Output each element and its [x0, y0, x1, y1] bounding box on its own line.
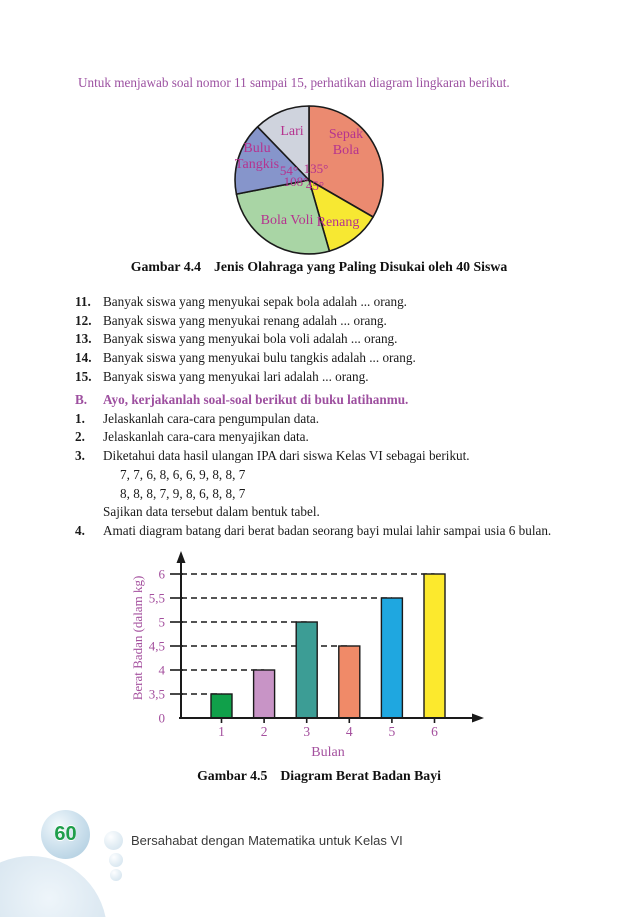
exercise-number: 4.	[75, 522, 85, 538]
questions-11-15: 11. Banyak siswa yang menyukai sepak bola…	[75, 293, 620, 387]
x-tick-label: 5	[389, 724, 396, 739]
section-b-label: B.	[75, 392, 88, 407]
y-tick-label: 4	[159, 663, 166, 678]
pie-label-bulu-tangkis: Bulu	[243, 141, 270, 156]
question-text: Banyak siswa yang menyukai bulu tangkis …	[103, 350, 416, 366]
pie-slice-bulu-tangkis	[234, 126, 310, 195]
y-tick-label: 5,5	[149, 591, 165, 606]
bubble-icon	[104, 831, 123, 850]
question-number: 14.	[75, 350, 92, 366]
pie-label-renang: Renang	[317, 215, 360, 230]
bubble-icon	[110, 869, 122, 881]
exercise-text: Jelaskanlah cara-cara pengumpulan data.	[103, 410, 320, 426]
exercise-row: 2. Jelaskanlah cara-cara menyajikan data.	[75, 428, 620, 447]
y-tick-label: 6	[159, 567, 166, 582]
question-text: Banyak siswa yang menyukai lari adalah .…	[103, 368, 369, 384]
figure-4-4-caption: Gambar 4.4 Jenis Olahraga yang Paling Dis…	[0, 259, 638, 275]
bar-bulan-6	[423, 573, 446, 719]
question-row: 11. Banyak siswa yang menyukai sepak bola…	[75, 293, 620, 312]
exercise-number: 2.	[75, 429, 85, 445]
question-row: 13. Banyak siswa yang menyukai bola voli …	[75, 330, 620, 349]
question-number: 12.	[75, 312, 92, 328]
pie-label-bola-voli: Bola Voli	[261, 213, 314, 228]
figure-4-5-caption: Gambar 4.5 Diagram Berat Badan Bayi	[0, 768, 638, 784]
exercise-number	[75, 466, 103, 485]
y-tick-label: 3,5	[149, 687, 165, 702]
x-tick-label: 6	[431, 724, 438, 739]
question-number: 15.	[75, 368, 92, 384]
x-axis-arrow	[472, 713, 484, 723]
pie-slice-sepak-bola	[308, 105, 384, 218]
exercise-text: Diketahui data hasil ulangan IPA dari si…	[103, 448, 470, 464]
section-b: B. Ayo, kerjakanlah soal-soal berikut di …	[75, 391, 620, 541]
x-tick-label: 3	[303, 724, 310, 739]
exercise-text: Jelaskanlah cara-cara menyajikan data.	[103, 429, 309, 445]
question-row: 15. Banyak siswa yang menyukai lari adala…	[75, 368, 620, 387]
x-axis-title: Bulan	[311, 745, 344, 760]
pie-slice-lari	[256, 105, 310, 181]
page-number: 60	[54, 823, 77, 845]
intro-text: Untuk menjawab soal nomor 11 sampai 15, …	[78, 75, 510, 90]
exercise-row: 3. Diketahui data hasil ulangan IPA dari …	[75, 447, 620, 466]
figure-4-5-label: Gambar 4.5	[197, 768, 268, 783]
data-values-row: 7, 7, 6, 8, 6, 6, 9, 8, 8, 7	[75, 466, 620, 485]
figure-4-4-label: Gambar 4.4	[130, 259, 201, 274]
exercise-text: Amati diagram batang dari berat badan se…	[103, 522, 552, 538]
section-b-heading: B. Ayo, kerjakanlah soal-soal berikut di …	[75, 391, 620, 410]
pie-slice-bola-voli	[235, 179, 331, 255]
y-tick-label: 5	[159, 615, 166, 630]
x-tick-label: 4	[346, 724, 353, 739]
pie-angle-label-renang: 45°	[306, 178, 324, 193]
data-values-text: 8, 8, 8, 7, 9, 8, 6, 8, 8, 7	[120, 485, 246, 501]
y-tick-label: 4,5	[149, 639, 165, 654]
bar-bulan-5	[380, 597, 404, 719]
footer-bubble-decoration	[0, 856, 107, 917]
bubble-icon	[109, 853, 123, 867]
question-number: 13.	[75, 331, 92, 347]
x-tick-label: 2	[261, 724, 268, 739]
figure-4-4-title: Jenis Olahraga yang Paling Disukai oleh …	[214, 259, 508, 274]
exercise-number	[75, 485, 103, 504]
pie-label-sepak-bola: Sepak	[329, 127, 363, 142]
exercise-row: 4. Amati diagram batang dari berat badan …	[75, 522, 620, 541]
question-row: 14. Banyak siswa yang menyukai bulu tangk…	[75, 349, 620, 368]
bar-bulan-2	[252, 669, 276, 719]
bar-chart: 0 3,5 4 4,5 5 5,5 6 1 2 3 4 5 6 Bulan Berat Badan (dal…	[130, 551, 484, 760]
question-text: Banyak siswa yang menyukai sepak bola ad…	[103, 294, 407, 309]
x-tick-label: 1	[218, 724, 225, 739]
question-row: 12. Banyak siswa yang menyukai renang ada…	[75, 312, 620, 331]
pie-angle-label-sepak-bola: 135°	[304, 161, 329, 176]
pie-label-bulu-tangkis: Tangkis	[235, 157, 279, 172]
page-number-circle	[41, 810, 90, 859]
data-values-row: 8, 8, 8, 7, 9, 8, 6, 8, 8, 7	[75, 485, 620, 504]
exercise-number: 1.	[75, 410, 85, 426]
y-tick-label: 0	[159, 711, 166, 726]
question-number: 11.	[75, 294, 91, 309]
exercise-row: 1. Jelaskanlah cara-cara pengumpulan data…	[75, 410, 620, 429]
bar-bulan-4	[338, 645, 361, 719]
figure-4-5-title: Diagram Berat Badan Bayi	[280, 768, 441, 783]
pie-label-sepak-bola: Bola	[333, 143, 360, 158]
pie-angle-label-bola-voli: 108°	[284, 174, 309, 189]
exercise-post-text: Sajikan data tersebut dalam bentuk tabel…	[103, 504, 320, 520]
question-text: Banyak siswa yang menyukai renang adalah…	[103, 312, 387, 328]
y-axis-title: Berat Badan (dalam kg)	[130, 576, 145, 701]
exercise-post-row: Sajikan data tersebut dalam bentuk tabel…	[75, 503, 620, 522]
exercise-number: 3.	[75, 448, 85, 464]
footer-book-title: Bersahabat dengan Matematika untuk Kelas…	[131, 833, 403, 848]
exercise-number	[75, 503, 103, 522]
pie-angle-label-bulu-tangkis: 54°	[280, 163, 298, 178]
bar-bulan-3	[295, 621, 318, 719]
y-axis-arrow	[176, 551, 186, 563]
bar-bulan-1	[210, 693, 233, 719]
pie-label-lari: Lari	[280, 124, 303, 139]
question-text: Banyak siswa yang menyukai bola voli ada…	[103, 331, 398, 347]
data-values-text: 7, 7, 6, 8, 6, 6, 9, 8, 8, 7	[120, 466, 246, 482]
section-b-heading-text: Ayo, kerjakanlah soal-soal berikut di bu…	[103, 392, 409, 407]
